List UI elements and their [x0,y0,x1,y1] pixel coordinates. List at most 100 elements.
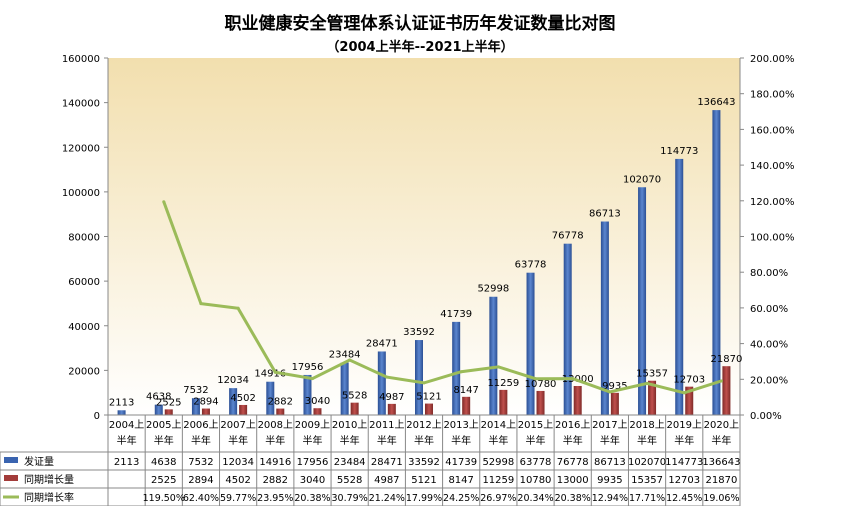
table-cell: 21870 [706,475,738,486]
bar-growth-label: 5121 [416,392,441,403]
bar-issued [489,296,498,415]
table-cell: 24.25% [443,493,479,504]
y-right-tick-label: 100.00% [750,233,795,244]
bar-growth-label: 12703 [673,375,705,386]
bar-issued-label: 114773 [660,146,698,157]
bar-growth-label: 5528 [342,391,367,402]
bar-issued [191,398,200,415]
table-cell: 12703 [668,475,700,486]
category-label: 2014上 [481,419,516,431]
plot-area [108,58,740,415]
bar-issued-label: 41739 [440,309,472,320]
category-label: 2012上 [406,419,441,431]
category-label: 2010上 [332,419,367,431]
bar-growth-label: 4502 [230,393,255,404]
bar-growth [350,402,359,415]
bar-issued-label: 4638 [146,392,171,403]
line-point [348,358,352,362]
category-label: 半年 [154,434,174,447]
bar-issued [266,381,275,415]
table-cell: 7532 [188,457,213,468]
line-point [496,365,500,369]
bar-growth [610,392,619,415]
y-left-tick-label: 40000 [68,322,100,333]
table-cell: 17.71% [629,493,665,504]
bar-issued [712,110,721,416]
table-cell: 21.24% [369,493,405,504]
category-label: 半年 [526,434,546,447]
table-cell: 86713 [594,457,626,468]
y-right-tick-label: 180.00% [750,90,795,101]
line-point [534,377,538,381]
bar-growth [462,396,471,415]
bar-growth [201,408,210,415]
legend-label: 发证量 [24,455,54,468]
bar-issued-label: 12034 [217,375,249,386]
line-point [645,381,649,385]
line-point [385,375,389,379]
bar-issued [377,351,386,415]
bar-issued [600,221,609,415]
category-label: 2018上 [629,419,664,431]
category-label: 2017上 [592,419,627,431]
table-cell: 20.38% [294,493,330,504]
y-left-tick-label: 140000 [62,99,100,110]
table-cell: 23484 [334,457,366,468]
category-label: 半年 [340,434,360,447]
bar-issued [526,272,535,415]
bar-growth [387,403,396,415]
table-cell: 114773 [665,457,703,468]
table-cell: 30.79% [332,493,368,504]
bar-issued-label: 102070 [623,174,661,185]
category-label: 2004上 [109,419,144,431]
table-cell: 20.34% [517,493,553,504]
y-left-tick-label: 160000 [62,54,100,65]
table-cell: 23.95% [257,493,293,504]
category-label: 2009上 [295,419,330,431]
legend-label: 同期增长率 [24,491,74,504]
bar-growth [648,380,657,415]
y-right-tick-label: 0.00% [750,411,782,422]
bar-issued-label: 76778 [552,231,584,242]
category-label: 半年 [377,434,397,447]
y-left-tick-label: 20000 [68,366,100,377]
y-right-tick-label: 60.00% [750,304,788,315]
table-cell: 8147 [448,475,473,486]
table-cell: 5121 [411,475,436,486]
table-cell: 136643 [702,457,740,468]
y-left-tick-label: 0 [94,411,100,422]
category-label: 2016上 [555,419,590,431]
table-cell: 2113 [114,457,139,468]
table-cell: 5528 [337,475,362,486]
y-right-tick-label: 120.00% [750,197,795,208]
table-cell: 2894 [188,475,213,486]
table-cell: 15357 [631,475,663,486]
bar-issued-label: 23484 [329,350,361,361]
y-right-tick-label: 40.00% [750,340,788,351]
table-cell: 19.06% [703,493,739,504]
table-cell: 17956 [297,457,329,468]
bar-growth-label: 2882 [268,397,293,408]
bar-issued-label: 33592 [403,327,435,338]
y-left-tick-label: 120000 [62,143,100,154]
bar-growth [536,390,545,415]
line-growth-rate [162,201,722,395]
bar-growth [164,409,173,415]
bar-issued [415,340,423,415]
bar-issued [154,404,163,415]
bar-issued [303,374,312,415]
line-point [719,379,723,383]
line-point [422,381,426,385]
bar-growth [499,389,508,415]
table-cell: 28471 [371,457,403,468]
table-cell: 59.77% [220,493,256,504]
bar-issued-label: 14916 [254,369,286,380]
line-point [571,377,575,381]
table-cell: 20.38% [555,493,591,504]
y-left-tick-label: 100000 [62,188,100,199]
table-cell: 62.40% [183,493,219,504]
category-label: 半年 [637,434,657,447]
line-point [273,370,277,374]
category-label: 半年 [674,434,694,447]
bar-growth [313,408,322,415]
